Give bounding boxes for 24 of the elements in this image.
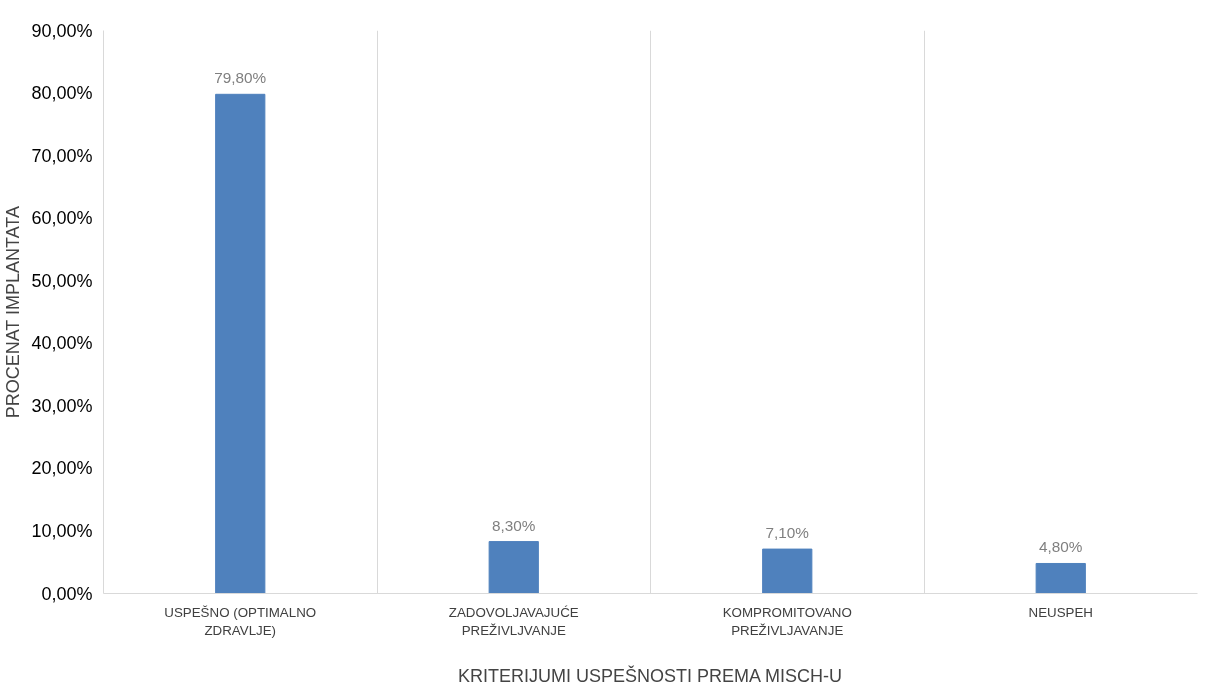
bar [1035,562,1086,594]
bar [488,541,539,594]
y-tick-label: 10,00% [31,520,93,541]
y-tick-label: 80,00% [31,83,93,104]
x-tick-label: ZADOVOLJAVAJUĆE PREŽIVLJVANJE [448,604,579,638]
y-tick-label: 60,00% [31,208,93,229]
bar [762,548,813,594]
y-axis-title: PROCENAT IMPLANTATA [3,205,24,419]
y-tick-label: 50,00% [31,270,93,291]
y-tick-label: 70,00% [31,145,93,166]
x-tick-label: KOMPROMITOVANO PREŽIVLJAVANJE [722,604,852,638]
x-tick-label: USPEŠNO (OPTIMALNO ZDRAVLJE) [164,604,317,638]
y-tick-label: 0,00% [41,583,93,604]
x-tick-label: NEUSPEH [1028,604,1093,620]
y-tick-label: 20,00% [31,458,93,479]
x-axis-title: KRITERIJUMI USPEŠNOSTI PREMA MISCH-U [457,664,843,686]
y-tick-label: 30,00% [31,395,93,416]
y-tick-label: 90,00% [31,20,93,41]
data-label: 4,80% [1039,538,1083,556]
y-tick-label: 40,00% [31,333,93,354]
bar [215,93,266,594]
data-label: 7,10% [765,524,810,542]
data-label: 79,80% [214,69,267,87]
data-label: 8,30% [492,516,536,534]
